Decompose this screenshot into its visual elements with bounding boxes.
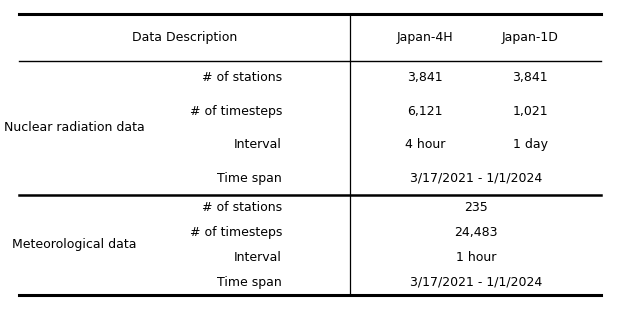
Text: Japan-1D: Japan-1D bbox=[502, 31, 559, 44]
Text: 3,841: 3,841 bbox=[407, 71, 443, 84]
Text: Interval: Interval bbox=[234, 251, 282, 264]
Text: Time span: Time span bbox=[218, 172, 282, 185]
Text: 24,483: 24,483 bbox=[454, 226, 498, 239]
Text: 6,121: 6,121 bbox=[407, 105, 443, 118]
Text: Data Description: Data Description bbox=[132, 31, 237, 44]
Text: 3/17/2021 - 1/1/2024: 3/17/2021 - 1/1/2024 bbox=[410, 276, 542, 289]
Text: 235: 235 bbox=[464, 201, 488, 214]
Text: Time span: Time span bbox=[218, 276, 282, 289]
Text: 1 hour: 1 hour bbox=[456, 251, 496, 264]
Text: 1,021: 1,021 bbox=[512, 105, 548, 118]
Text: 4 hour: 4 hour bbox=[404, 138, 445, 151]
Text: # of stations: # of stations bbox=[202, 71, 282, 84]
Text: Nuclear radiation data: Nuclear radiation data bbox=[4, 121, 145, 134]
Text: # of timesteps: # of timesteps bbox=[190, 105, 282, 118]
Text: # of timesteps: # of timesteps bbox=[190, 226, 282, 239]
Text: 1 day: 1 day bbox=[513, 138, 547, 151]
Text: Interval: Interval bbox=[234, 138, 282, 151]
Text: 3,841: 3,841 bbox=[512, 71, 548, 84]
Text: Meteorological data: Meteorological data bbox=[12, 238, 136, 251]
Text: Japan-4H: Japan-4H bbox=[396, 31, 453, 44]
Text: # of stations: # of stations bbox=[202, 201, 282, 214]
Text: 3/17/2021 - 1/1/2024: 3/17/2021 - 1/1/2024 bbox=[410, 172, 542, 185]
